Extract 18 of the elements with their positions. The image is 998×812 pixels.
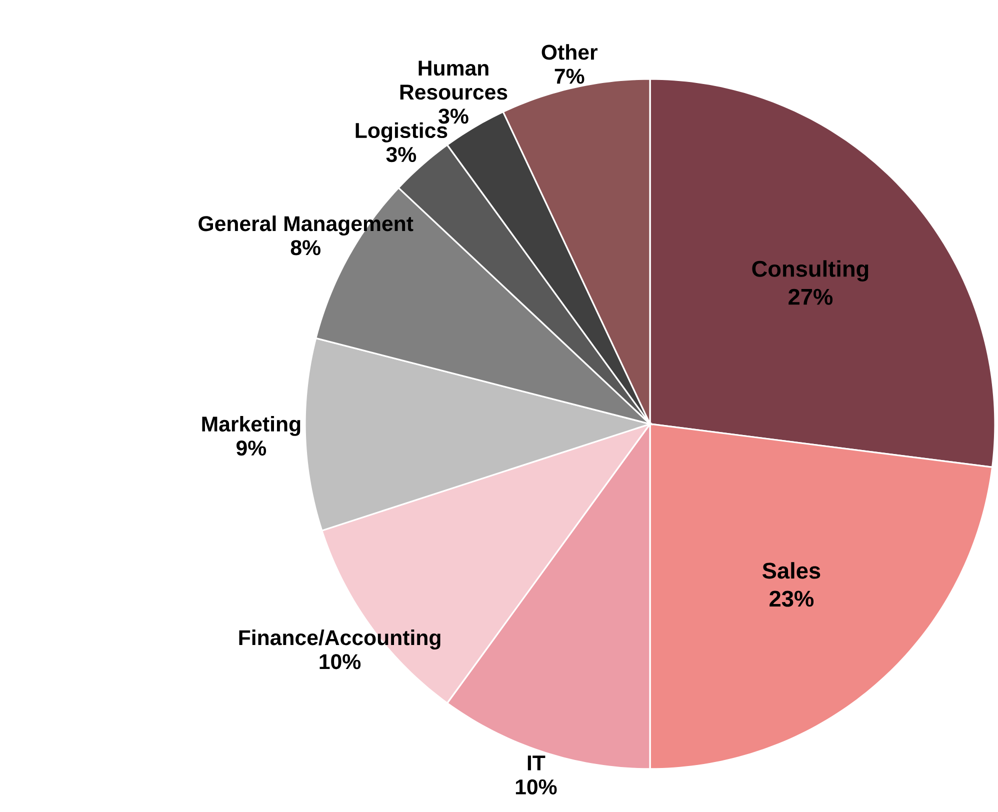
slice-label: IT (528, 756, 546, 770)
data-label: 27% (788, 288, 833, 305)
data-label: 7% (554, 68, 584, 84)
data-label: 23% (770, 590, 814, 607)
data-label: 10% (516, 779, 557, 794)
slice-label: Finance/Accounting (239, 630, 440, 650)
slice-label: General Management (198, 216, 414, 236)
slice-label: Human Resources (400, 60, 508, 100)
slice-label: Other (542, 44, 598, 60)
data-label: 10% (320, 654, 361, 670)
data-label: 3% (386, 146, 416, 162)
slice-label: Marketing (202, 416, 300, 436)
data-label: 9% (236, 440, 266, 456)
data-label: 3% (438, 108, 468, 124)
slice-label: Consulting (752, 260, 868, 282)
slice-label: Sales (762, 562, 820, 579)
data-label: 8% (290, 240, 320, 256)
slice-label: Logistics (356, 122, 448, 142)
